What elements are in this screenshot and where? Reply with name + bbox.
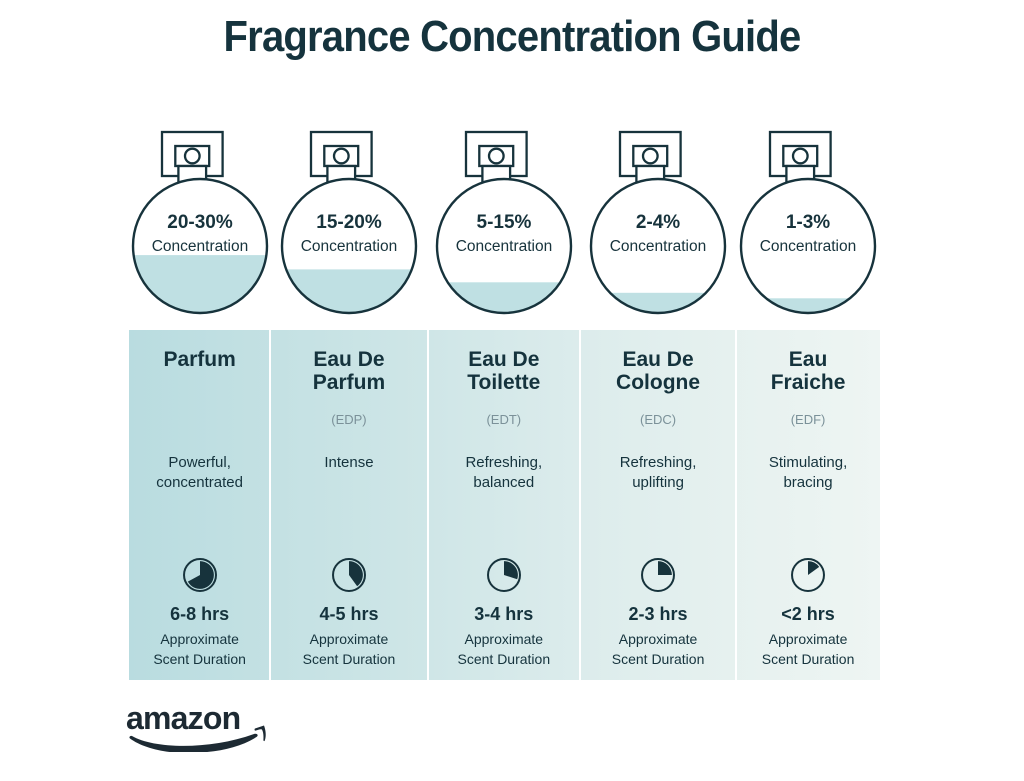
svg-text:amazon: amazon: [126, 702, 240, 736]
svg-text:Concentration: Concentration: [152, 238, 249, 255]
svg-text:Concentration: Concentration: [301, 238, 398, 255]
svg-text:Concentration: Concentration: [610, 238, 707, 255]
svg-text:Concentration: Concentration: [456, 238, 553, 255]
svg-text:2-4%: 2-4%: [636, 212, 680, 233]
svg-text:15-20%: 15-20%: [316, 212, 382, 233]
svg-text:5-15%: 5-15%: [477, 212, 532, 233]
svg-text:1-3%: 1-3%: [786, 212, 830, 233]
svg-text:20-30%: 20-30%: [167, 212, 233, 233]
svg-text:Concentration: Concentration: [760, 238, 857, 255]
